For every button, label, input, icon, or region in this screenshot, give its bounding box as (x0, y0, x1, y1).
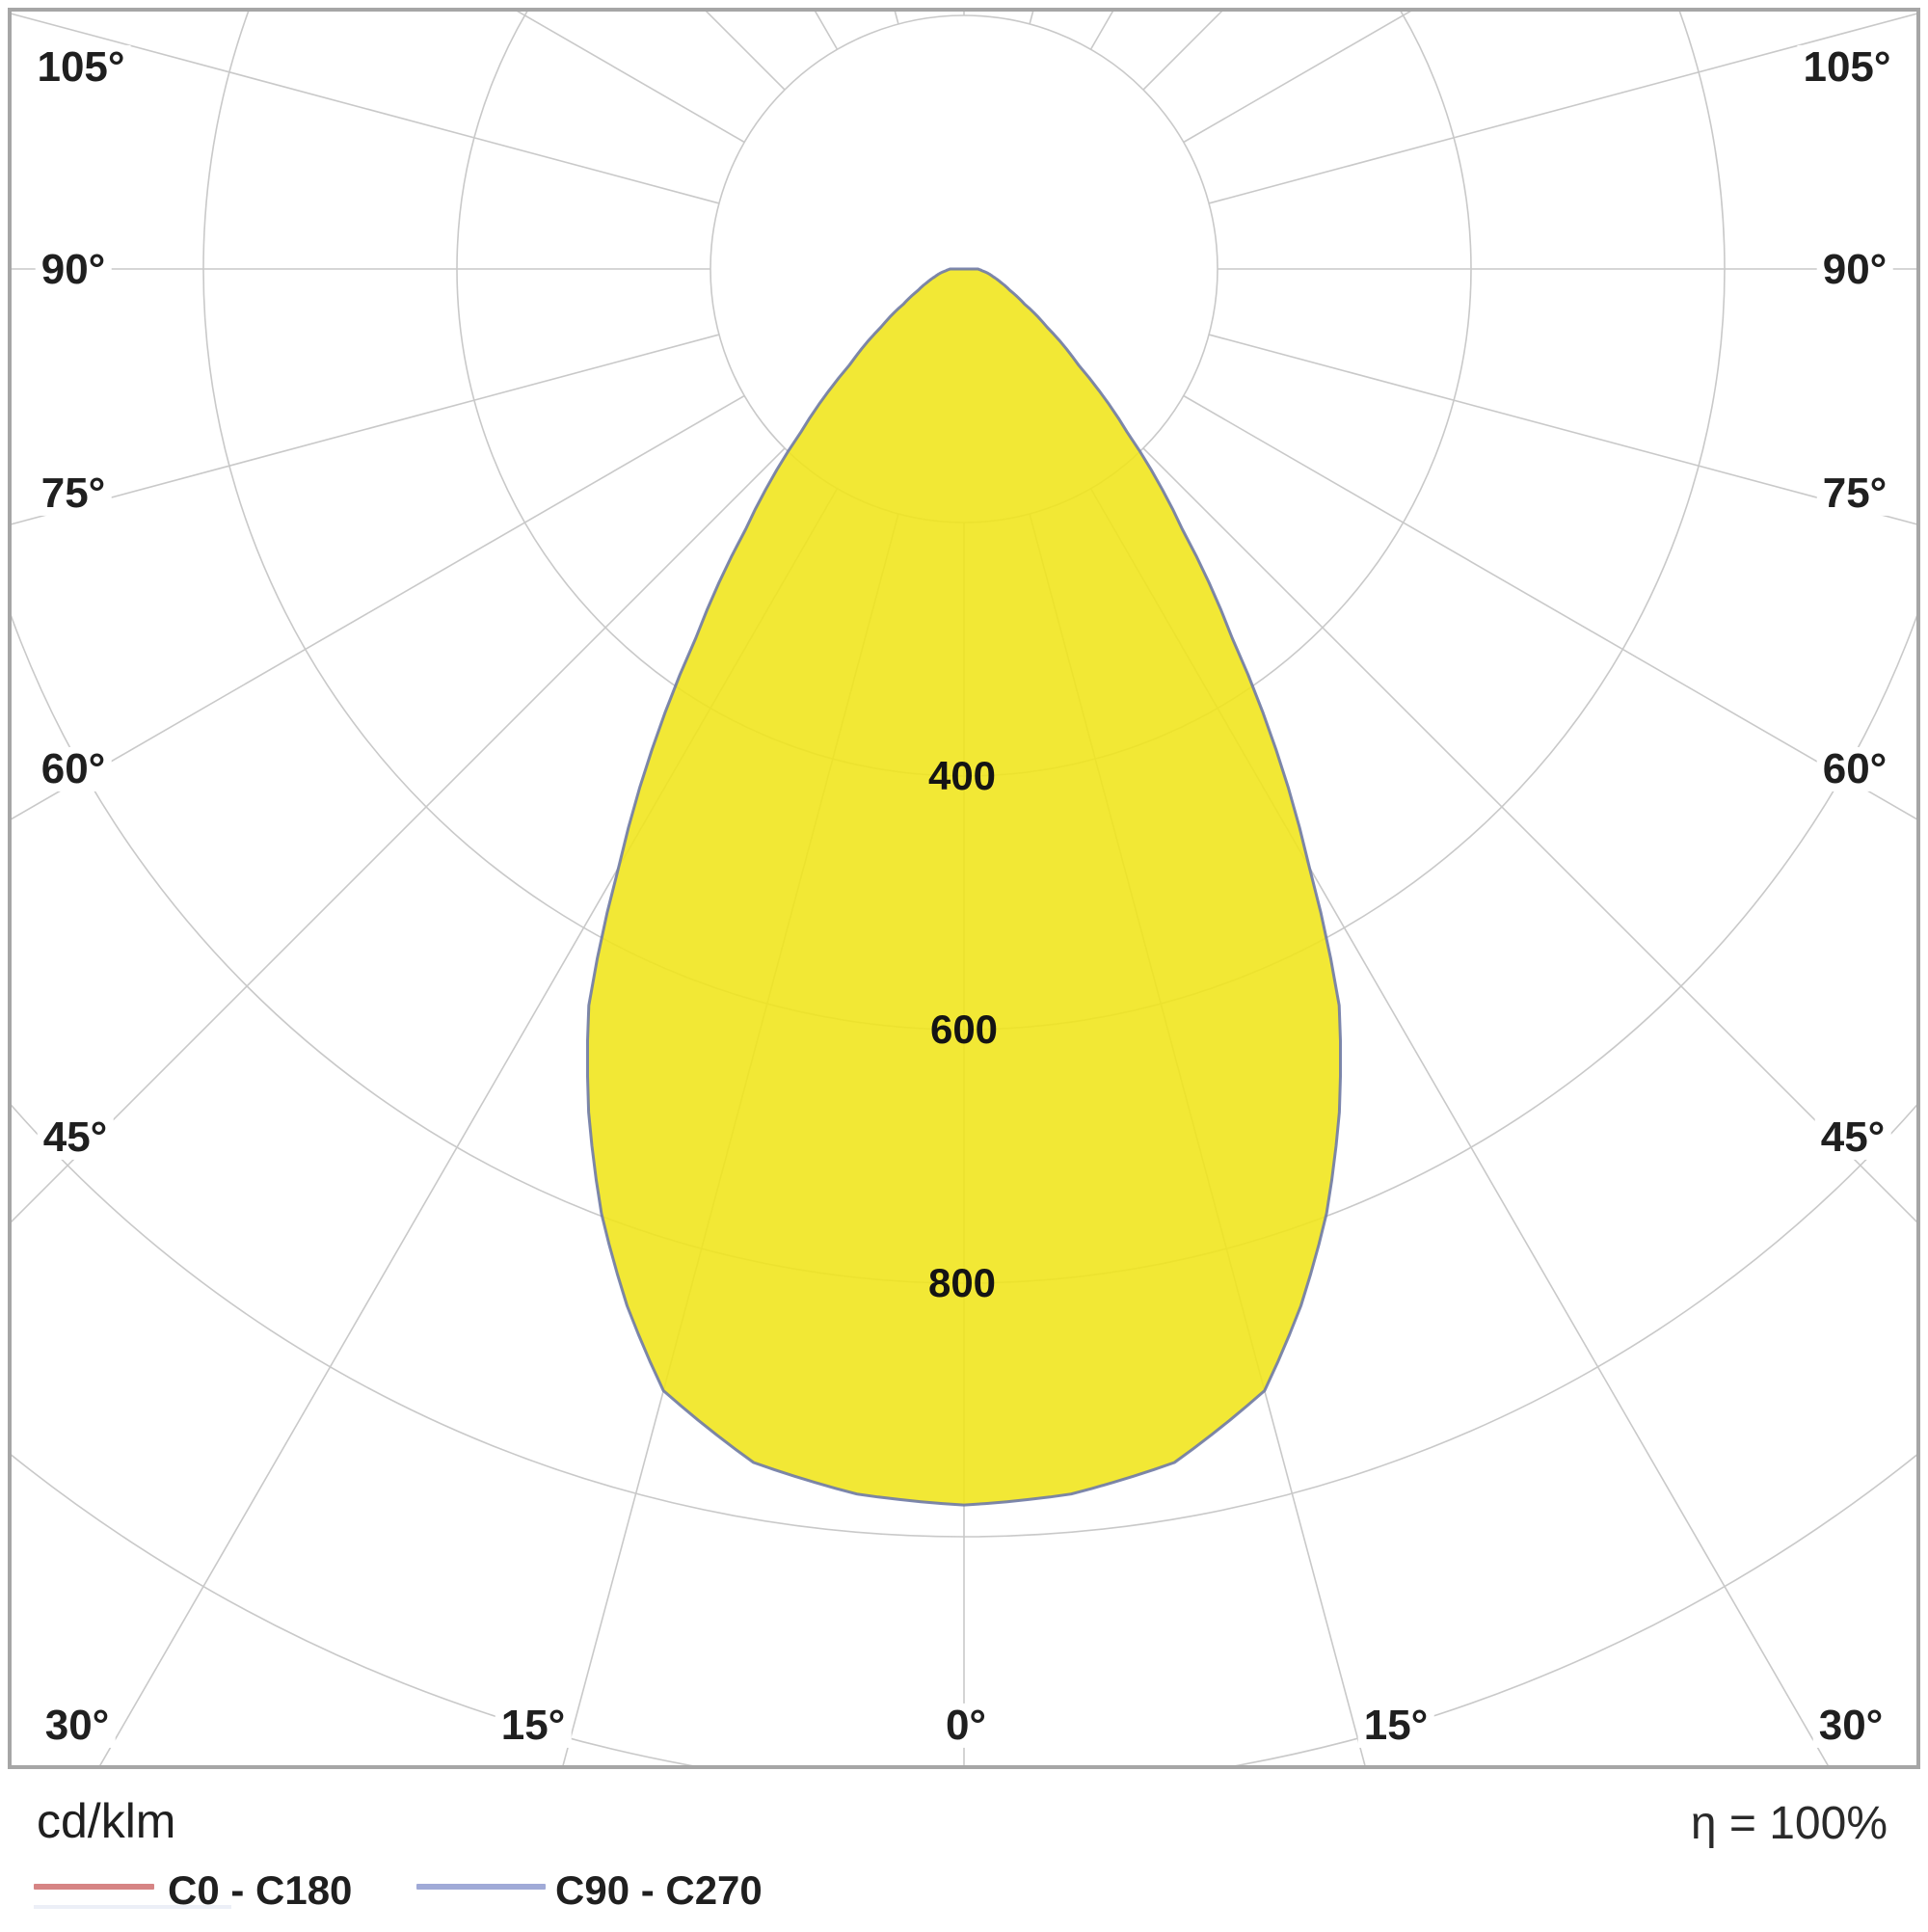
angle-label-left-60: 60° (35, 746, 112, 792)
grid-radial--45 (12, 447, 786, 1223)
angle-label-left-45: 45° (37, 1114, 114, 1161)
grid-radial--75 (12, 334, 720, 525)
legend-label-c0-c180: C0 - C180 (168, 1867, 353, 1913)
intensity-curve-group (586, 267, 1342, 1507)
angle-label-right-75: 75° (1816, 470, 1893, 517)
grid-radial-165 (1029, 12, 1034, 25)
angle-label-right-60: 60° (1816, 746, 1893, 792)
efficiency-label: η = 100% (1690, 1798, 1888, 1849)
legend-line-c0-c180 (34, 1884, 154, 1890)
ring-value-label-400: 400 (927, 753, 997, 798)
intensity-curve-c90-c270 (586, 267, 1342, 1507)
angle-label-bottom-30r: 30° (1812, 1703, 1889, 1749)
angle-label-right-45: 45° (1814, 1114, 1891, 1161)
grid-radial--60 (12, 394, 745, 820)
legend-line-c90-c270 (416, 1884, 546, 1890)
grid-radial-60 (1183, 394, 1916, 820)
grid-radial--150 (814, 12, 839, 50)
grid-radial-45 (1142, 447, 1916, 1223)
grid-radial--105 (12, 13, 720, 204)
angle-label-bottom-0: 0° (939, 1703, 993, 1749)
grid-radial-150 (1089, 12, 1114, 50)
ring-value-label-800: 800 (927, 1260, 997, 1305)
angle-label-left-75: 75° (35, 470, 112, 517)
units-label: cd/klm (37, 1794, 176, 1848)
grid-radial--165 (894, 12, 899, 25)
angle-label-bottom-30l: 30° (39, 1703, 116, 1749)
angle-label-bottom-15l: 15° (495, 1703, 572, 1749)
angle-label-bottom-15r: 15° (1357, 1703, 1434, 1749)
angle-label-right-105: 105° (1797, 44, 1897, 91)
legend-label-c90-c270: C90 - C270 (555, 1867, 763, 1913)
angle-label-right-90: 90° (1816, 247, 1893, 293)
angle-label-left-90: 90° (35, 247, 112, 293)
grid-radial-105 (1208, 13, 1916, 204)
legend-line-ghost (34, 1905, 231, 1909)
ring-value-label-600: 600 (929, 1006, 999, 1052)
grid-radial-75 (1208, 334, 1916, 525)
angle-label-left-105: 105° (31, 44, 131, 91)
plot-border (8, 8, 1920, 1769)
